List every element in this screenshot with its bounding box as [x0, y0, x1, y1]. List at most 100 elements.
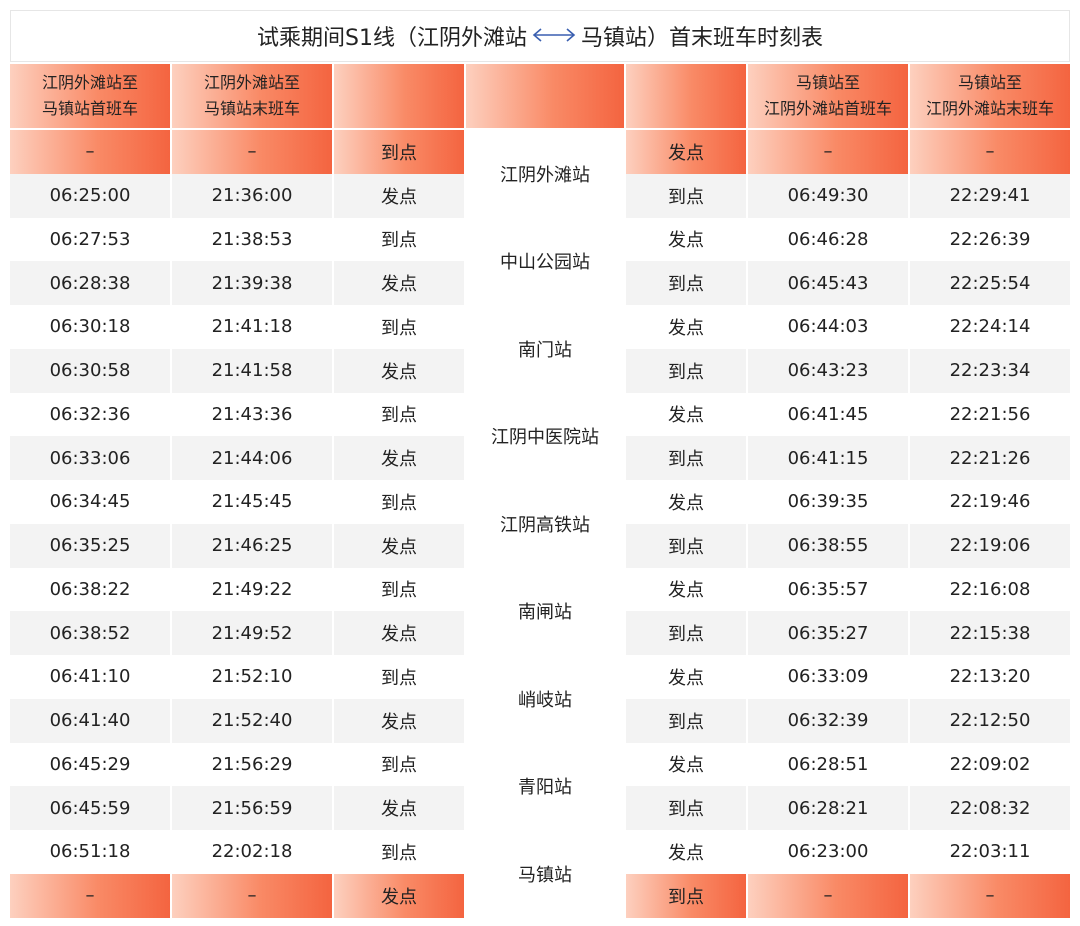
return-last-train-time: 22:15:38	[910, 611, 1070, 655]
header-line: 江阴外滩站至	[41, 73, 138, 92]
column-header: 马镇站至江阴外滩站首班车	[748, 64, 908, 128]
return-first-train-time: 06:28:51	[748, 742, 908, 787]
return-first-train-time: 06:35:27	[748, 611, 908, 655]
right-point-type: 发点	[626, 830, 746, 874]
return-first-train-time: 06:39:35	[748, 480, 908, 524]
header-line: 马镇站末班车	[203, 99, 300, 118]
right-point-type: 发点	[626, 305, 746, 349]
last-train-time: 21:45:45	[172, 480, 332, 524]
return-first-train-time: 06:28:21	[748, 786, 908, 830]
column-header: 马镇站至 江阴外滩站末班车	[910, 64, 1070, 128]
last-train-time: 21:56:29	[172, 742, 332, 787]
station-name: 南闸站	[466, 567, 624, 655]
return-last-train-time: 22:08:32	[910, 786, 1070, 830]
top-row-cell: –	[910, 130, 1070, 174]
return-first-train-time: 06:32:39	[748, 698, 908, 743]
return-last-train-time: 22:16:08	[910, 567, 1070, 612]
last-train-time: 21:46:25	[172, 523, 332, 568]
right-point-type: 发点	[626, 480, 746, 524]
return-first-train-time: 06:49:30	[748, 173, 908, 218]
first-train-time: 06:38:52	[10, 611, 170, 655]
last-train-time: 21:56:59	[172, 786, 332, 830]
right-point-type: 发点	[626, 217, 746, 262]
return-first-train-time: 06:45:43	[748, 261, 908, 305]
left-point-type: 到点	[334, 480, 464, 524]
first-train-time: 06:25:00	[10, 173, 170, 218]
first-train-time: 06:30:58	[10, 348, 170, 393]
header-line: 马镇站首班车	[41, 99, 138, 118]
left-right-arrow-icon	[531, 24, 577, 49]
return-last-train-time: 22:03:11	[910, 830, 1070, 874]
bottom-row-cell: –	[10, 873, 170, 918]
left-point-type: 发点	[334, 436, 464, 480]
bottom-row-cell: –	[748, 873, 908, 918]
title-prefix: 试乘期间S1线（江阴外滩站	[257, 26, 527, 51]
left-point-type: 到点	[334, 742, 464, 787]
return-last-train-time: 22:13:20	[910, 655, 1070, 699]
right-point-type: 到点	[626, 611, 746, 655]
first-train-time: 06:45:59	[10, 786, 170, 830]
left-point-type: 到点	[334, 830, 464, 874]
header-line: 马镇站至	[795, 73, 860, 92]
bottom-row-cell: –	[910, 873, 1070, 918]
last-train-time: 21:38:53	[172, 217, 332, 262]
return-first-train-time: 06:23:00	[748, 830, 908, 874]
first-train-time: 06:34:45	[10, 480, 170, 524]
header-line: 江阴外滩站首班车	[763, 99, 892, 118]
first-train-time: 06:41:10	[10, 655, 170, 699]
last-train-time: 21:52:40	[172, 698, 332, 743]
return-first-train-time: 06:41:45	[748, 392, 908, 437]
left-point-type: 发点	[334, 698, 464, 743]
right-point-type: 到点	[626, 436, 746, 480]
return-last-train-time: 22:19:46	[910, 480, 1070, 524]
title-suffix: 马镇站）首末班车时刻表	[580, 26, 823, 51]
first-train-time: 06:41:40	[10, 698, 170, 743]
first-train-time: 06:33:06	[10, 436, 170, 480]
top-row-cell: 发点	[626, 130, 746, 174]
left-point-type: 发点	[334, 611, 464, 655]
last-train-time: 21:36:00	[172, 173, 332, 218]
left-point-type: 到点	[334, 655, 464, 699]
last-train-time: 21:49:22	[172, 567, 332, 612]
header-line: 马镇站至	[957, 73, 1022, 92]
last-train-time: 21:39:38	[172, 261, 332, 305]
top-row-cell: 到点	[334, 130, 464, 174]
column-header	[626, 64, 746, 128]
station-name: 青阳站	[466, 742, 624, 830]
return-first-train-time: 06:35:57	[748, 567, 908, 612]
station-name: 江阴高铁站	[466, 480, 624, 568]
right-point-type: 到点	[626, 348, 746, 393]
right-point-type: 发点	[626, 392, 746, 437]
return-first-train-time: 06:33:09	[748, 655, 908, 699]
first-train-time: 06:28:38	[10, 261, 170, 305]
return-last-train-time: 22:24:14	[910, 305, 1070, 349]
right-point-type: 到点	[626, 786, 746, 830]
bottom-row-cell: 发点	[334, 873, 464, 918]
station-name: 江阴外滩站	[466, 130, 624, 218]
left-point-type: 发点	[334, 786, 464, 830]
last-train-time: 21:44:06	[172, 436, 332, 480]
last-train-time: 21:49:52	[172, 611, 332, 655]
last-train-time: 21:52:10	[172, 655, 332, 699]
bottom-row-cell: –	[172, 873, 332, 918]
return-first-train-time: 06:44:03	[748, 305, 908, 349]
station-name: 峭岐站	[466, 655, 624, 743]
return-last-train-time: 22:09:02	[910, 742, 1070, 787]
return-last-train-time: 22:19:06	[910, 523, 1070, 568]
right-point-type: 到点	[626, 698, 746, 743]
bottom-row-cell: 到点	[626, 873, 746, 918]
right-point-type: 发点	[626, 742, 746, 787]
return-last-train-time: 22:29:41	[910, 173, 1070, 218]
station-name: 江阴中医院站	[466, 392, 624, 480]
page-title: 试乘期间S1线（江阴外滩站 马镇站）首末班车时刻表	[10, 10, 1070, 62]
right-point-type: 发点	[626, 567, 746, 612]
last-train-time: 21:41:58	[172, 348, 332, 393]
return-last-train-time: 22:21:26	[910, 436, 1070, 480]
right-point-type: 到点	[626, 173, 746, 218]
header-line: 江阴外滩站至	[203, 73, 300, 92]
first-train-time: 06:51:18	[10, 830, 170, 874]
left-point-type: 到点	[334, 392, 464, 437]
first-train-time: 06:30:18	[10, 305, 170, 349]
column-header	[466, 64, 624, 128]
return-first-train-time: 06:46:28	[748, 217, 908, 262]
